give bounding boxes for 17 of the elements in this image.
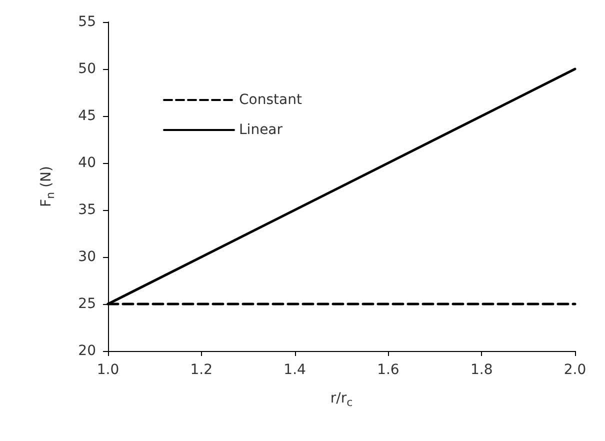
x-tick-label: 1.2 <box>190 362 213 378</box>
legend-label: Constant <box>239 92 302 108</box>
x-tick-label: 2.0 <box>564 362 586 378</box>
y-tick-label: 20 <box>78 343 96 359</box>
y-tick-label: 45 <box>78 108 96 124</box>
x-tick-label: 1.4 <box>284 362 306 378</box>
x-tick-label: 1.8 <box>470 362 493 378</box>
y-tick-label: 50 <box>78 61 96 77</box>
y-tick-label: 40 <box>78 155 96 171</box>
y-tick-label: 30 <box>78 249 96 265</box>
x-tick-label: 1.0 <box>96 362 120 378</box>
y-tick-label: 25 <box>78 296 96 312</box>
x-tick-label: 1.6 <box>377 362 400 378</box>
y-tick-label: 35 <box>78 202 96 218</box>
legend-label: Linear <box>239 122 283 138</box>
y-axis-title: Fn (N) <box>38 166 57 207</box>
y-tick-label: 55 <box>78 14 96 30</box>
